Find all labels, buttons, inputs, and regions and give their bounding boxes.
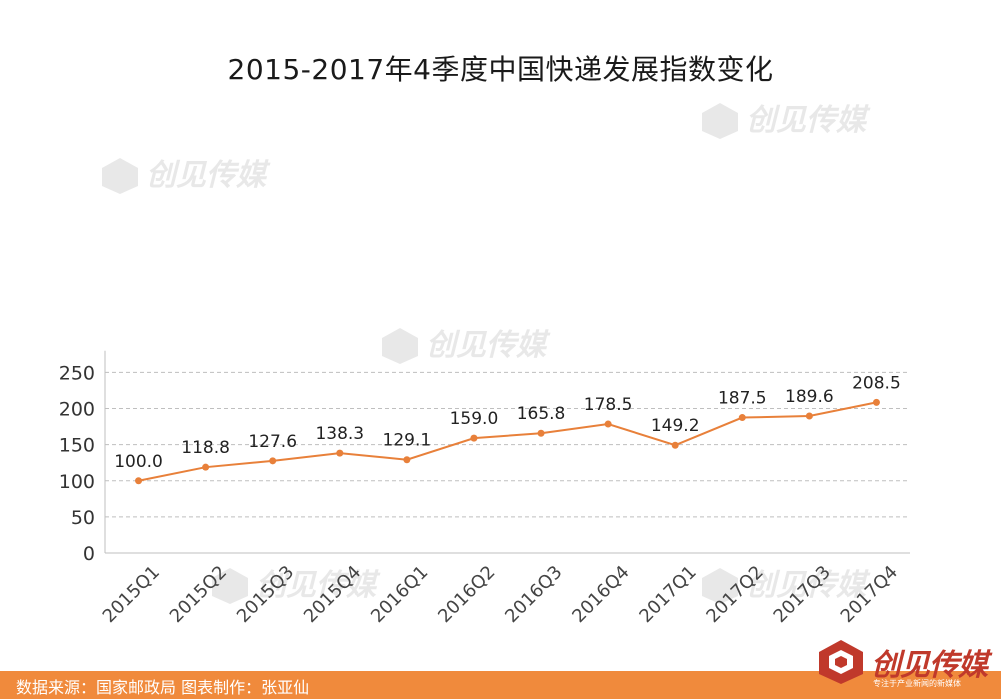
x-tick-label: 2017Q2 bbox=[702, 562, 767, 627]
x-tick-label: 2015Q4 bbox=[300, 562, 365, 627]
data-point bbox=[738, 414, 746, 422]
data-point bbox=[202, 463, 210, 471]
data-point bbox=[604, 420, 612, 428]
data-label: 189.6 bbox=[785, 387, 834, 407]
x-tick-label: 2015Q2 bbox=[166, 562, 231, 627]
x-tick-label: 2016Q4 bbox=[568, 562, 633, 627]
data-point bbox=[269, 457, 277, 465]
y-tick-label: 50 bbox=[71, 507, 95, 529]
brand-name: 创见传媒 bbox=[871, 648, 988, 683]
y-tick-label: 0 bbox=[83, 543, 95, 565]
data-label: 187.5 bbox=[718, 389, 767, 409]
data-point bbox=[336, 449, 344, 457]
x-tick-label: 2017Q4 bbox=[837, 562, 902, 627]
data-label: 127.6 bbox=[248, 432, 297, 452]
y-tick-label: 250 bbox=[59, 362, 95, 384]
data-label: 118.8 bbox=[181, 438, 230, 458]
x-tick-label: 2015Q3 bbox=[233, 562, 298, 627]
brand-slogan: 专注于产业新闻的新媒体 bbox=[873, 679, 961, 688]
data-point bbox=[470, 434, 478, 442]
data-label: 100.0 bbox=[114, 452, 163, 472]
y-tick-label: 200 bbox=[59, 399, 95, 421]
data-label: 178.5 bbox=[584, 395, 633, 415]
x-tick-label: 2017Q1 bbox=[635, 562, 700, 627]
series-line bbox=[138, 401, 877, 482]
data-label: 165.8 bbox=[517, 404, 566, 424]
data-label: 129.1 bbox=[383, 431, 432, 451]
x-tick-label: 2016Q2 bbox=[434, 562, 499, 627]
brand-logo: 创见传媒 专注于产业新闻的新媒体 bbox=[817, 634, 988, 694]
data-label: 149.2 bbox=[651, 416, 700, 436]
data-label: 208.5 bbox=[852, 373, 901, 393]
y-tick-label: 150 bbox=[59, 435, 95, 457]
data-point bbox=[805, 412, 813, 420]
data-label: 159.0 bbox=[450, 409, 499, 429]
data-source: 数据来源：国家邮政局 图表制作：张亚仙 bbox=[16, 678, 310, 697]
x-tick-label: 2016Q1 bbox=[367, 562, 432, 627]
chart-title: 2015-2017年4季度中国快递发展指数变化 bbox=[227, 53, 774, 86]
x-tick-label: 2015Q1 bbox=[99, 562, 164, 627]
data-point bbox=[537, 429, 545, 437]
x-tick-label: 2017Q3 bbox=[770, 562, 835, 627]
y-tick-label: 100 bbox=[59, 471, 95, 493]
data-label: 138.3 bbox=[315, 424, 364, 444]
data-point bbox=[671, 441, 679, 449]
data-point bbox=[135, 477, 143, 485]
data-point bbox=[872, 398, 880, 406]
x-tick-label: 2016Q3 bbox=[501, 562, 566, 627]
data-point bbox=[403, 456, 411, 464]
cube-logo-icon bbox=[819, 640, 863, 684]
